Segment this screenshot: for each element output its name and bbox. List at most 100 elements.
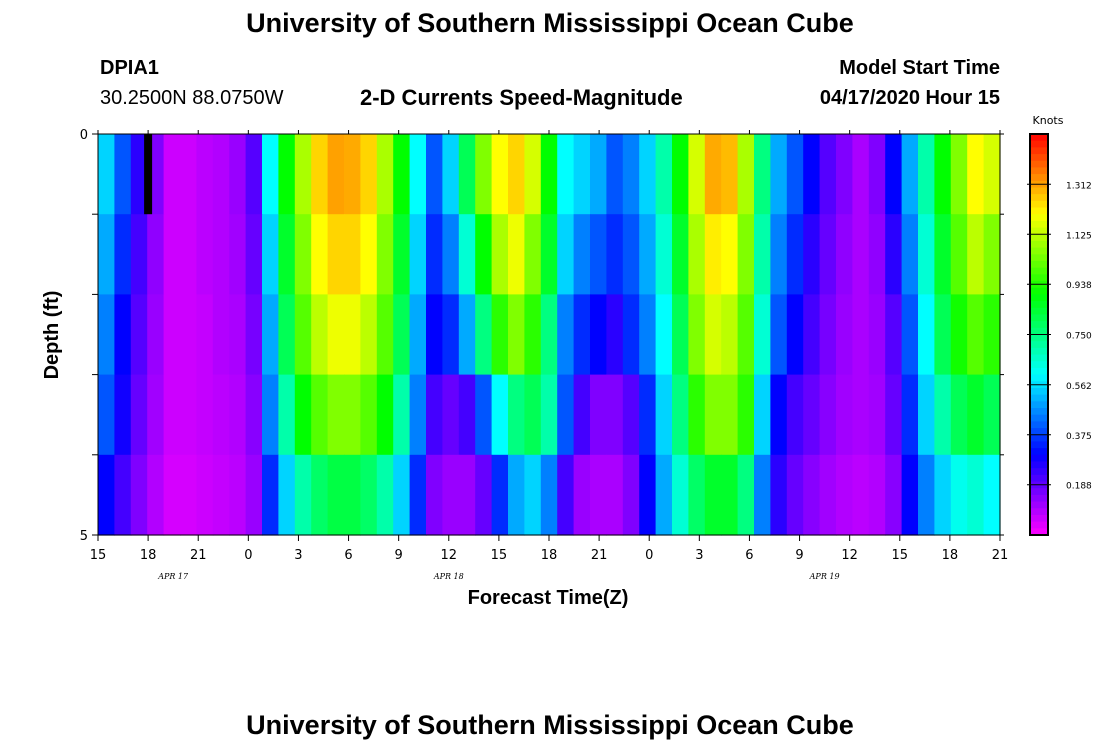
heatmap-cell <box>967 374 985 456</box>
heatmap-cell <box>852 294 870 376</box>
heatmap-cell <box>622 134 640 215</box>
heatmap-cell <box>540 454 558 536</box>
heatmap-cell <box>967 294 985 376</box>
heatmap-cell <box>360 454 378 536</box>
heatmap-cell <box>311 294 329 376</box>
heatmap-cell <box>163 454 181 536</box>
x-tick-label: 21 <box>992 548 1009 563</box>
colorbar-swatch <box>1030 494 1048 503</box>
heatmap-cell <box>262 294 279 376</box>
heatmap-cell <box>606 134 624 215</box>
heatmap-cell <box>819 374 837 456</box>
heatmap-cell <box>442 454 460 536</box>
heatmap-cell <box>229 134 247 215</box>
heatmap-cell <box>147 454 165 536</box>
colorbar-swatch <box>1030 227 1048 235</box>
x-tick-label: 12 <box>441 548 458 563</box>
colorbar-tick-label: 1.125 <box>1066 231 1092 241</box>
heatmap-cell <box>212 374 230 456</box>
heatmap-cell <box>606 294 624 376</box>
x-tick-label: 0 <box>645 548 653 563</box>
heatmap-cell <box>918 214 935 295</box>
heatmap-cell <box>770 374 788 456</box>
heatmap-cell <box>458 454 476 536</box>
heatmap-cell <box>196 134 214 215</box>
heatmap-cell <box>475 454 493 536</box>
colorbar-swatch <box>1030 294 1048 302</box>
colorbar-swatch <box>1030 301 1048 309</box>
heatmap-cell <box>770 294 788 376</box>
heatmap-cell <box>311 374 329 456</box>
heatmap-cell <box>393 214 411 295</box>
heatmap-cell <box>721 294 739 376</box>
heatmap-cell <box>163 214 181 295</box>
heatmap-cell <box>606 454 624 536</box>
heatmap-cell <box>655 454 673 536</box>
heatmap-cell <box>98 214 115 295</box>
heatmap-cell <box>376 134 394 215</box>
heatmap-cell <box>409 454 427 536</box>
colorbar-swatch <box>1030 461 1048 469</box>
heatmap-cell <box>393 374 411 456</box>
heatmap-cell <box>524 294 542 376</box>
colorbar-swatch <box>1030 174 1048 182</box>
heatmap-cell <box>836 134 853 215</box>
heatmap-cell <box>803 214 821 295</box>
heatmap-cell <box>212 294 230 376</box>
heatmap-cell <box>426 134 443 215</box>
heatmap-cell <box>196 214 214 295</box>
colorbar-tick-label: 0.938 <box>1066 281 1092 291</box>
heatmap-cell <box>639 294 657 376</box>
heatmap-cell <box>557 454 575 536</box>
x-tick-label: 18 <box>140 548 157 563</box>
colorbar-swatch <box>1030 321 1048 329</box>
heatmap-cell <box>819 294 837 376</box>
heatmap-cell <box>688 294 706 376</box>
heatmap-cell <box>426 374 443 456</box>
heatmap-cell <box>212 134 230 215</box>
heatmap-cell <box>508 134 525 215</box>
heatmap-cell <box>770 454 788 536</box>
heatmap-cell <box>278 294 296 376</box>
colorbar-swatch <box>1030 314 1048 322</box>
heatmap-cell <box>147 294 165 376</box>
heatmap-cell <box>508 374 525 456</box>
heatmap-cell <box>491 294 509 376</box>
colorbar-swatch <box>1030 214 1048 222</box>
colorbar-swatch <box>1030 234 1048 242</box>
heatmap-cell <box>786 374 804 456</box>
heatmap-cell <box>803 454 821 536</box>
heatmap-cell <box>360 374 378 456</box>
heatmap-cell <box>950 294 968 376</box>
heatmap-cell <box>524 454 542 536</box>
heatmap-cell <box>376 294 394 376</box>
heatmap-cell <box>688 134 706 215</box>
heatmap-cell <box>212 454 230 536</box>
colorbar-swatch <box>1030 160 1048 169</box>
colorbar-swatch <box>1030 354 1048 362</box>
heatmap-cell <box>868 214 886 295</box>
colorbar-swatch <box>1030 307 1048 316</box>
colorbar-swatch <box>1030 287 1048 295</box>
y-axis: 05 <box>80 128 1004 544</box>
colorbar-swatch <box>1030 474 1048 483</box>
heatmap-cell <box>655 294 673 376</box>
heatmap-cell <box>836 214 853 295</box>
colorbar-tick-label: 1.312 <box>1066 181 1092 191</box>
heatmap-cell <box>688 214 706 295</box>
heatmap-cell <box>442 374 460 456</box>
x-tick-label: 0 <box>244 548 252 563</box>
heatmap-cell <box>245 374 263 456</box>
plot-frame <box>97 133 1001 536</box>
heatmap-cell <box>672 214 689 295</box>
heatmap-cell <box>196 294 214 376</box>
x-tick-label: 15 <box>491 548 508 563</box>
heatmap-cell <box>934 294 952 376</box>
heatmap-cell <box>311 134 329 215</box>
heatmap-cell <box>672 134 689 215</box>
heatmap-cell <box>475 294 493 376</box>
heatmap-cell <box>672 294 689 376</box>
colorbar-tick-label: 0.562 <box>1066 382 1092 392</box>
colorbar-swatch <box>1030 414 1048 422</box>
x-tick-label: 21 <box>190 548 207 563</box>
